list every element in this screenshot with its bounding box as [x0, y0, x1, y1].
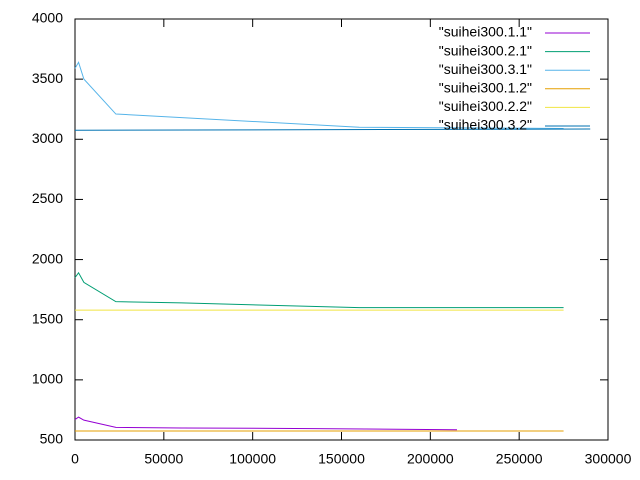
legend-label: "suihei300.1.1" [439, 24, 532, 40]
y-tick-label: 4000 [32, 10, 63, 26]
legend-label: "suihei300.1.2" [439, 80, 532, 96]
legend-label: "suihei300.3.2" [439, 117, 532, 133]
legend-label: "suihei300.2.1" [439, 42, 532, 58]
series-line [74, 271, 564, 309]
series-line [74, 61, 564, 129]
x-tick-label: 150000 [318, 451, 365, 467]
x-tick-label: 50000 [144, 451, 183, 467]
x-tick-label: 200000 [407, 451, 454, 467]
y-tick-label: 1500 [32, 310, 63, 326]
x-tick-label: 100000 [229, 451, 276, 467]
series-line [74, 128, 591, 131]
y-tick-label: 3000 [32, 130, 63, 146]
legend-label: "suihei300.3.1" [439, 61, 532, 77]
x-tick-label: 0 [71, 451, 79, 467]
y-tick-label: 1000 [32, 371, 63, 387]
y-tick-label: 500 [40, 431, 64, 447]
y-tick-label: 2000 [32, 250, 63, 266]
x-tick-label: 300000 [585, 451, 632, 467]
series-line [74, 416, 457, 431]
y-tick-label: 3500 [32, 70, 63, 86]
legend-label: "suihei300.2.2" [439, 98, 532, 114]
y-tick-label: 2500 [32, 190, 63, 206]
x-tick-label: 250000 [496, 451, 543, 467]
